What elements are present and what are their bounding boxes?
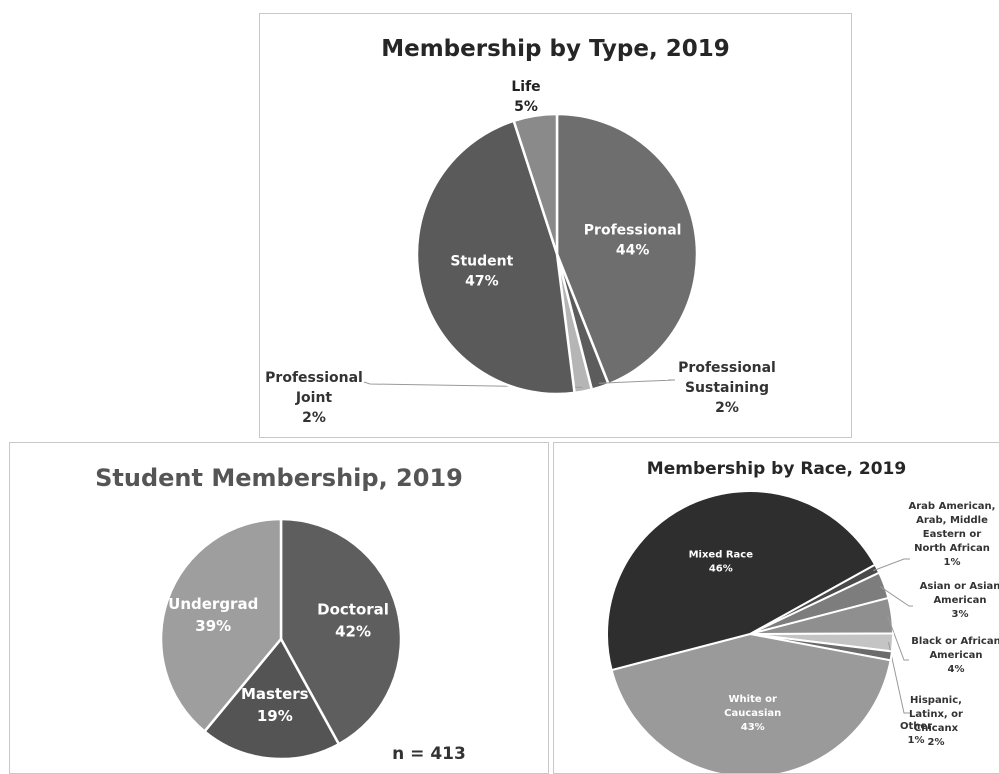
slice-label-mixed-race: Mixed Race 46% — [689, 549, 754, 574]
membership-by-race-chart: Arab American, Arab, Middle Eastern or Nort… — [606, 490, 999, 773]
leader-line-black-or-african-american — [887, 615, 909, 661]
student-membership-chart: Doctoral 42% Masters 19% Undergrad 39% n = 413 — [159, 517, 466, 764]
membership-by-type-chart: Professional 44% Professional Sustaining 2% P… — [265, 79, 776, 426]
chart-title: Membership by Race, 2019 — [646, 459, 907, 479]
slice-label-doctoral: Doctoral 42% — [317, 601, 389, 641]
slice-label-masters: Masters 19% — [241, 685, 309, 725]
leader-line-arab-american-arab-middle-eastern-or-north-african — [873, 558, 910, 572]
membership-by-race-panel: Membership by Race, 2019 Arab American, A… — [553, 442, 999, 774]
slice-label-student: Student 47% — [450, 254, 513, 290]
slice-label-arab-american-arab-middle-eastern-or-north-african: Arab American, Arab, Middle Eastern or Nort… — [909, 501, 996, 568]
slice-label-black-or-african-american: Black or African American 4% — [911, 636, 999, 675]
leader-line-hispanic-latinx-or-chicanx — [888, 642, 910, 714]
chart-title: Student Membership, 2019 — [95, 464, 463, 492]
slice-label-professional: Professional 44% — [584, 222, 682, 258]
pie-slice-white-or-caucasian — [610, 632, 892, 773]
pie-slice-life — [512, 112, 559, 255]
pie-slice-undergrad — [159, 517, 283, 734]
pie-slice-professional — [555, 112, 699, 386]
slice-label-professional-joint: Professional Joint 2% — [265, 370, 363, 426]
membership-by-type-panel: Membership by Type, 2019 Professional 44%… — [259, 13, 852, 438]
slice-label-white-or-caucasian: White or Caucasian 43% — [724, 694, 781, 733]
slice-label-undergrad: Undergrad 39% — [168, 595, 258, 635]
pie-slice-masters — [202, 636, 341, 761]
leader-line-professional-sustaining — [598, 379, 676, 384]
pie-slice-mixed-race — [606, 490, 877, 672]
student-membership-panel: Student Membership, 2019 Doctoral 42% Mast… — [9, 442, 549, 774]
slice-label-other: Other 1% — [900, 721, 932, 746]
sample-size-annotation: n = 413 — [392, 744, 466, 764]
leader-line-asian-or-asian-american — [880, 586, 913, 607]
slice-label-asian-or-asian-american: Asian or Asian American 3% — [920, 581, 999, 620]
slice-label-hispanic-latinx-or-chicanx: Hispanic, Latinx, or Chicanx 2% — [909, 695, 963, 748]
chart-title: Membership by Type, 2019 — [381, 36, 730, 62]
slice-label-professional-sustaining: Professional Sustaining 2% — [678, 360, 776, 416]
slice-label-life: Life 5% — [511, 79, 540, 115]
pie-slice-doctoral — [279, 517, 403, 746]
